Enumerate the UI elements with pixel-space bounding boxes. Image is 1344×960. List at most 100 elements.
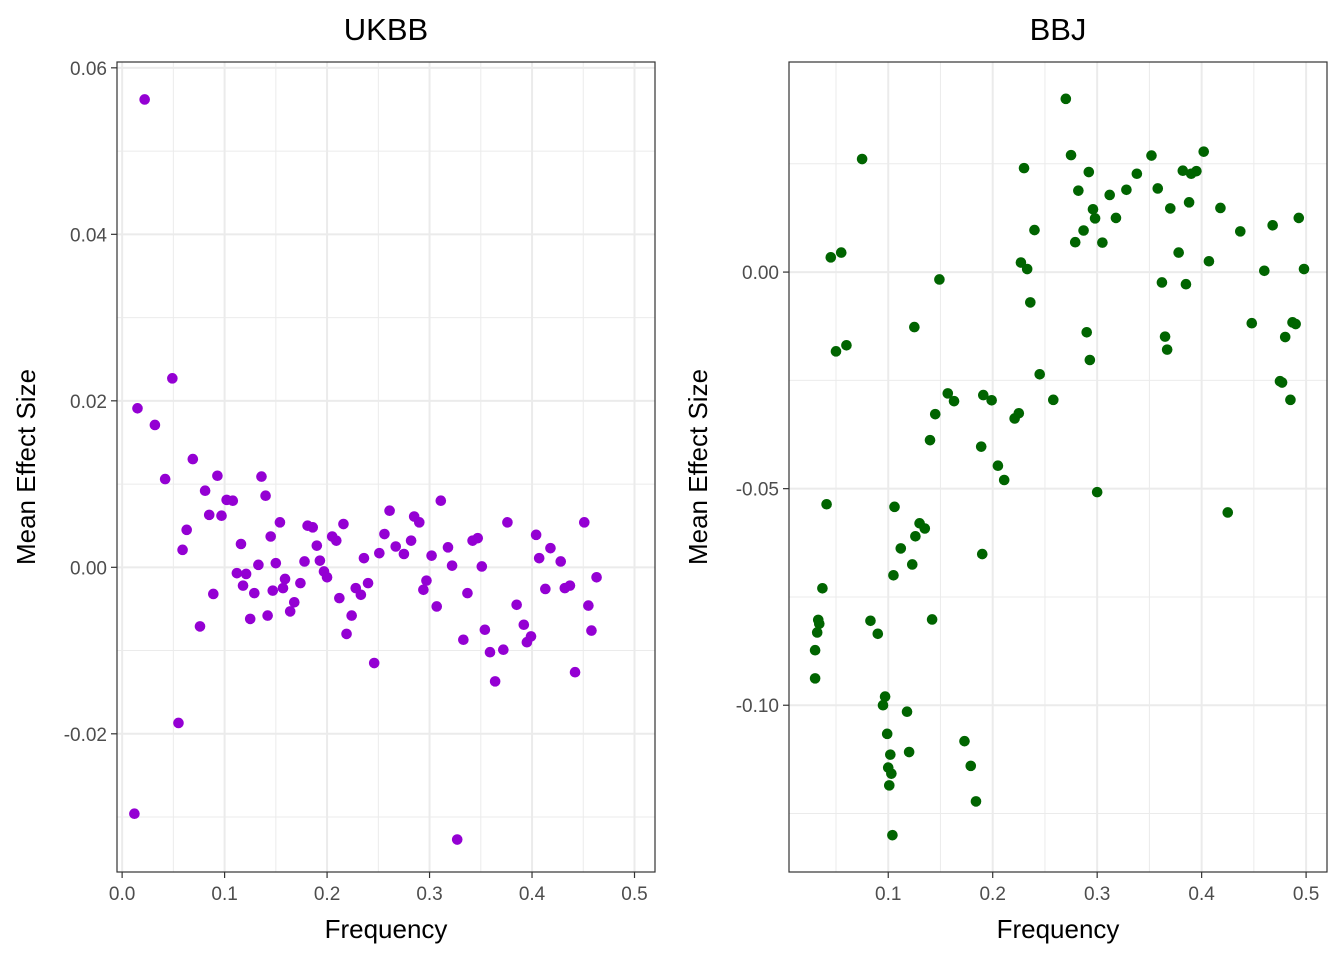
bbj-data-point: [909, 321, 920, 333]
ukbb-data-point: [249, 587, 260, 599]
bbj-data-point: [903, 746, 915, 758]
ukbb-data-point: [458, 634, 469, 646]
bbj-data-point: [959, 735, 970, 747]
ukbb-data-point: [414, 517, 425, 528]
bbj-data-point: [895, 543, 907, 554]
bbj-data-point: [976, 548, 988, 560]
bbj-x-tick-label: 0.1: [875, 884, 901, 905]
bbj-data-point: [1025, 297, 1036, 308]
ukbb-data-point: [265, 531, 277, 542]
bbj-data-point: [1013, 407, 1025, 419]
ukbb-data-point: [299, 556, 310, 567]
bbj-data-point: [1089, 213, 1101, 224]
bbj-data-point: [835, 247, 847, 258]
bbj-data-point: [841, 339, 852, 351]
bbj-panel: BBJ 0.1 0.2 0.3 0.4 0.5 -0.10 -0.05 0.00 Freque…: [683, 12, 1328, 944]
bbj-data-point: [992, 460, 1004, 472]
bbj-data-point: [877, 699, 889, 711]
bbj-data-point: [1087, 203, 1099, 215]
bbj-data-point: [1215, 202, 1226, 214]
bbj-data-point: [1156, 277, 1168, 288]
bbj-gridlines: [789, 62, 1327, 872]
ukbb-data-point: [476, 561, 488, 572]
ukbb-data-point: [240, 568, 252, 580]
ukbb-data-point: [390, 541, 402, 552]
ukbb-data-point: [583, 600, 594, 611]
bbj-data-point: [1234, 226, 1246, 237]
bbj-title: BBJ: [1030, 12, 1087, 47]
ukbb-data-point: [149, 419, 161, 431]
ukbb-data-point: [139, 94, 150, 105]
bbj-data-point: [1290, 318, 1301, 330]
bbj-data-point: [906, 559, 918, 570]
ukbb-data-point: [129, 808, 140, 820]
bbj-data-point: [1021, 263, 1033, 275]
bbj-x-tick-label: 0.2: [979, 884, 1005, 905]
ukbb-data-point: [418, 584, 429, 596]
ukbb-data-point: [569, 666, 581, 678]
ukbb-data-point: [533, 552, 545, 564]
ukbb-gridlines: [117, 62, 655, 872]
ukbb-x-tick-label: 0.0: [109, 884, 135, 905]
ukbb-data-point: [284, 606, 296, 617]
bbj-data-point: [809, 673, 821, 684]
ukbb-data-point: [277, 582, 289, 594]
bbj-points: [809, 93, 1310, 841]
ukbb-data-point: [194, 621, 206, 632]
bbj-data-point: [975, 441, 987, 452]
bbj-data-point: [1276, 377, 1288, 388]
bbj-data-point: [934, 274, 945, 285]
ukbb-data-point: [288, 596, 300, 608]
bbj-data-point: [948, 395, 960, 407]
bbj-data-point: [1029, 224, 1040, 236]
bbj-x-tick-label: 0.4: [1188, 884, 1215, 905]
ukbb-data-point: [212, 470, 223, 482]
ukbb-data-point: [132, 403, 143, 414]
ukbb-data-point: [472, 532, 484, 544]
ukbb-y-tick-label: 0.02: [70, 392, 107, 413]
ukbb-data-point: [530, 529, 542, 541]
ukbb-data-point: [311, 540, 323, 551]
bbj-data-point: [929, 408, 941, 420]
ukbb-data-point: [346, 610, 357, 621]
bbj-data-point: [1060, 93, 1072, 105]
bbj-data-point: [1259, 265, 1270, 277]
ukbb-data-point: [518, 619, 530, 631]
ukbb-title: UKBB: [344, 12, 428, 47]
ukbb-x-tick-label: 0.3: [416, 884, 442, 905]
ukbb-data-point: [216, 510, 227, 521]
ukbb-data-point: [237, 580, 249, 591]
bbj-data-point: [1104, 189, 1116, 201]
bbj-data-point: [1121, 184, 1132, 196]
ukbb-data-point: [256, 471, 267, 482]
bbj-data-point: [1110, 212, 1122, 224]
ukbb-data-point: [208, 588, 219, 600]
ukbb-data-point: [502, 517, 513, 528]
bbj-data-point: [887, 829, 898, 841]
ukbb-data-point: [187, 453, 199, 465]
bbj-data-point: [813, 618, 825, 630]
ukbb-data-point: [384, 505, 395, 517]
ukbb-axis-ticks: 0.0 0.1 0.2 0.3 0.4 0.5 -0.02 0.00 0.02 0.04 0.06: [64, 59, 648, 905]
bbj-data-point: [1078, 225, 1089, 236]
ukbb-y-tick-label: 0.06: [70, 59, 107, 80]
bbj-data-point: [998, 474, 1010, 486]
ukbb-data-point: [525, 631, 537, 642]
bbj-data-point: [1065, 149, 1077, 161]
bbj-data-point: [1069, 236, 1081, 248]
bbj-x-axis-label: Frequency: [997, 914, 1120, 944]
bbj-data-point: [1018, 162, 1030, 174]
ukbb-data-point: [279, 573, 291, 585]
ukbb-data-point: [379, 528, 390, 540]
ukbb-data-point: [181, 524, 192, 536]
bbj-data-point: [1161, 344, 1173, 355]
ukbb-data-point: [267, 585, 279, 596]
bbj-data-point: [1173, 247, 1184, 258]
bbj-data-point: [1083, 166, 1095, 178]
bbj-data-point: [830, 346, 842, 357]
bbj-data-point: [886, 768, 897, 779]
bbj-data-point: [889, 501, 900, 513]
bbj-data-point: [926, 614, 938, 625]
bbj-data-point: [809, 644, 821, 656]
bbj-data-point: [986, 394, 997, 406]
